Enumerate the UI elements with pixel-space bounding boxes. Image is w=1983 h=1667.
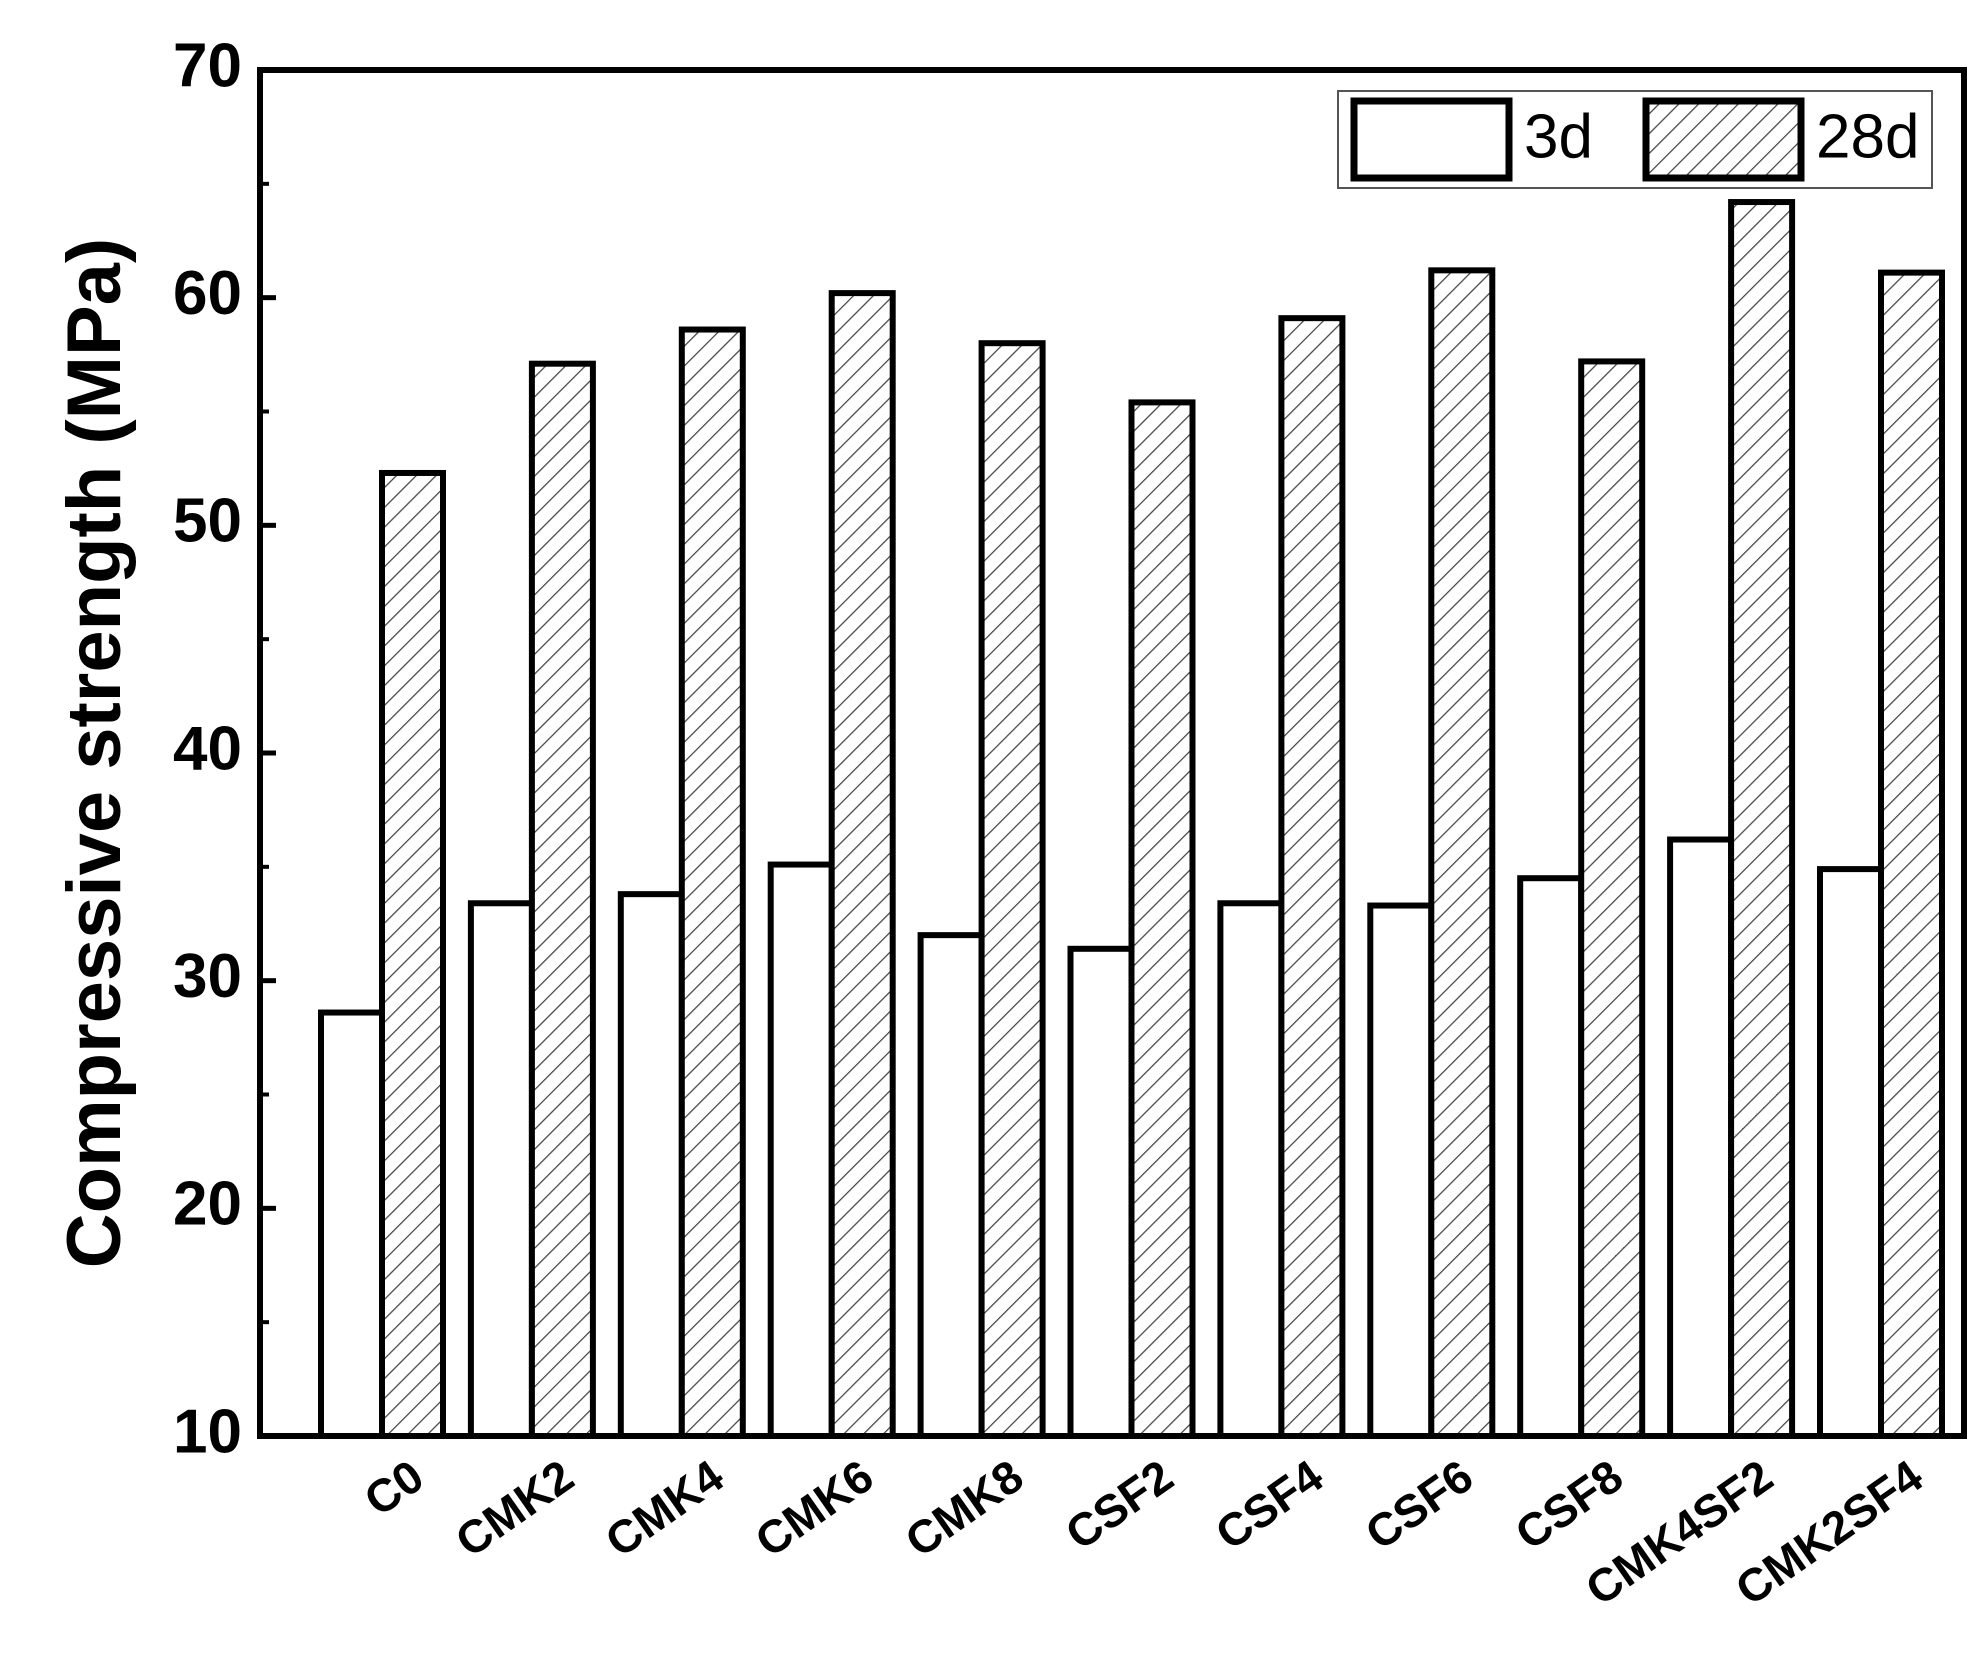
x-tick-label: CSF6 [1356,1450,1482,1560]
x-tick-label: CSF8 [1506,1450,1632,1560]
bar [1667,836,1735,1439]
bar [1428,267,1496,1439]
legend-swatch [1642,97,1805,182]
bar [767,861,835,1439]
x-tick-label: CSF4 [1206,1449,1332,1559]
plot-frame [257,67,1967,1439]
bar [828,290,896,1440]
y-tick-label: 10 [173,1397,242,1466]
bar [617,891,685,1439]
x-tick-label: CMK6 [746,1450,883,1567]
bar [978,340,1046,1440]
bar [318,1009,385,1439]
bar [467,900,535,1439]
bar [1578,358,1646,1439]
x-tick-label: CSF2 [1056,1450,1182,1560]
y-tick-label: 70 [173,31,242,100]
bar [1367,902,1435,1439]
y-tick-label: 50 [173,487,242,556]
bar [1278,315,1346,1440]
legend-label: 28d [1816,102,1919,171]
y-tick-label: 60 [173,259,242,328]
y-tick-label: 40 [173,714,242,783]
bar [1878,269,1945,1440]
x-tick-label: CMK2 [446,1450,583,1567]
legend-label: 3d [1524,102,1593,171]
y-tick-label: 20 [173,1170,242,1239]
bar [1817,866,1884,1439]
bar [917,932,985,1440]
bar [1728,199,1796,1440]
bar [528,360,596,1440]
bar [1128,399,1196,1440]
bar [1067,945,1135,1439]
x-tick-label: C0 [355,1450,433,1526]
bar [1217,900,1285,1439]
x-tick-label: CMK4 [596,1449,733,1567]
y-axis-title: Compressive strength (MPa) [52,238,137,1268]
legend-swatch [1350,97,1513,182]
x-tick-label: CMK8 [896,1450,1033,1567]
bar [379,469,446,1440]
y-tick-label: 30 [173,942,242,1011]
bar [678,326,746,1439]
bar [1517,875,1585,1439]
